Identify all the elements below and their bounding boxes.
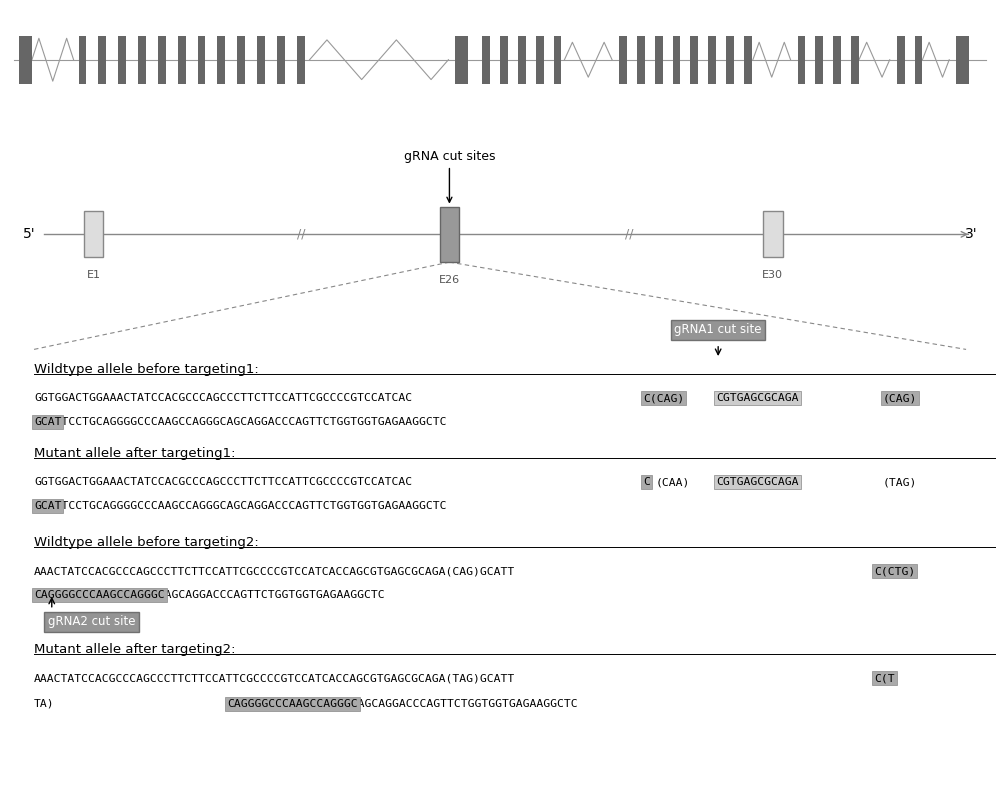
- Text: TA): TA): [34, 699, 55, 709]
- Bar: [744, 36, 752, 83]
- Bar: [158, 36, 166, 83]
- Bar: [708, 36, 716, 83]
- Bar: [897, 36, 905, 83]
- Bar: [138, 36, 146, 83]
- Bar: [815, 36, 823, 83]
- Bar: [690, 36, 698, 83]
- Text: AAACTATCCACGCCCAGCCCTTCTTCCATTCGCCCCGTCCATCACCAGCGTGAGCGCAGA(TAG)GCATT: AAACTATCCACGCCCAGCCCTTCTTCCATTCGCCCCGTCC…: [34, 673, 515, 683]
- Text: CAGGGGCCCAAGCCAGGGC: CAGGGGCCCAAGCCAGGGC: [34, 590, 165, 600]
- Text: CAGGGGCCCAAGCCAGGGC: CAGGGGCCCAAGCCAGGGC: [227, 699, 358, 709]
- Bar: [637, 36, 645, 83]
- Bar: [98, 36, 106, 83]
- Text: GCAT: GCAT: [34, 501, 61, 511]
- Text: C(CAG): C(CAG): [643, 393, 684, 403]
- Text: CGTGAGCGCAGA: CGTGAGCGCAGA: [716, 393, 799, 403]
- Bar: [482, 36, 490, 83]
- Bar: [763, 211, 783, 257]
- Text: GCATTCCTGCAGGGGCCCAAGCCAGGGCAGCAGGACCCAGTTCTGGTGGTGAGAAGGCTC: GCATTCCTGCAGGGGCCCAAGCCAGGGCAGCAGGACCCAG…: [34, 417, 446, 427]
- Bar: [851, 36, 859, 83]
- Text: (CAG): (CAG): [883, 393, 917, 403]
- Text: C(T: C(T: [874, 673, 894, 683]
- Bar: [554, 36, 561, 83]
- Text: CGTGAGCGCAGA: CGTGAGCGCAGA: [716, 477, 799, 487]
- Bar: [833, 36, 841, 83]
- Bar: [455, 36, 468, 83]
- Text: GGTGGACTGGAAACTATCCACGCCCAGCCCTTCTTCCATTCGCCCCGTCCATCAC: GGTGGACTGGAAACTATCCACGCCCAGCCCTTCTTCCATT…: [34, 477, 412, 487]
- Text: C: C: [643, 477, 650, 487]
- Text: E26: E26: [439, 275, 460, 285]
- Text: GCATTCCTGCAGGGGCCCAAGCCAGGGCAGCAGGACCCAGTTCTGGTGGTGAGAAGGCTC: GCATTCCTGCAGGGGCCCAAGCCAGGGCAGCAGGACCCAG…: [34, 501, 446, 511]
- Bar: [915, 36, 922, 83]
- Text: gRNA1 cut site: gRNA1 cut site: [674, 323, 762, 336]
- Text: C(CTG): C(CTG): [874, 566, 915, 576]
- Bar: [198, 36, 205, 83]
- Text: GGTGGACTGGAAACTATCCACGCCCAGCCCTTCTTCCATTCGCCCCGTCCATCAC: GGTGGACTGGAAACTATCCACGCCCAGCCCTTCTTCCATT…: [34, 393, 412, 403]
- Bar: [518, 36, 526, 83]
- Text: Wildtype allele before targeting1:: Wildtype allele before targeting1:: [34, 363, 259, 376]
- Text: Mutant allele after targeting2:: Mutant allele after targeting2:: [34, 643, 235, 656]
- Text: E30: E30: [762, 270, 783, 280]
- Bar: [118, 36, 126, 83]
- Text: //: //: [297, 228, 306, 241]
- Bar: [956, 36, 969, 83]
- Bar: [673, 36, 680, 83]
- Bar: [79, 36, 86, 83]
- Bar: [257, 36, 265, 83]
- Bar: [297, 36, 305, 83]
- Bar: [536, 36, 544, 83]
- Text: //: //: [625, 228, 633, 241]
- Bar: [277, 36, 285, 83]
- Text: gRNA cut sites: gRNA cut sites: [404, 150, 495, 202]
- Bar: [178, 36, 186, 83]
- Bar: [440, 207, 459, 262]
- Bar: [19, 36, 32, 83]
- Text: gRNA2 cut site: gRNA2 cut site: [48, 615, 135, 628]
- Text: GCAT: GCAT: [34, 417, 61, 427]
- Text: 5': 5': [23, 227, 35, 241]
- Text: CAGGGGCCCAAGCCAGGGCAGCAGGACCCAGTTCTGGTGGTGAGAAGGCTC: CAGGGGCCCAAGCCAGGGCAGCAGGACCCAGTTCTGGTGG…: [227, 699, 578, 709]
- Bar: [726, 36, 734, 83]
- Bar: [655, 36, 663, 83]
- Bar: [798, 36, 805, 83]
- Bar: [217, 36, 225, 83]
- Bar: [500, 36, 508, 83]
- Bar: [84, 211, 103, 257]
- Text: CAGGGGCCCAAGCCAGGGCAGCAGGACCCAGTTCTGGTGGTGAGAAGGCTC: CAGGGGCCCAAGCCAGGGCAGCAGGACCCAGTTCTGGTGG…: [34, 590, 385, 600]
- Text: Wildtype allele before targeting2:: Wildtype allele before targeting2:: [34, 536, 259, 549]
- Text: E1: E1: [86, 270, 100, 280]
- Bar: [619, 36, 627, 83]
- Text: Mutant allele after targeting1:: Mutant allele after targeting1:: [34, 447, 235, 460]
- Text: AAACTATCCACGCCCAGCCCTTCTTCCATTCGCCCCGTCCATCACCAGCGTGAGCGCAGA(CAG)GCATT: AAACTATCCACGCCCAGCCCTTCTTCCATTCGCCCCGTCC…: [34, 566, 515, 576]
- Text: (TAG): (TAG): [883, 477, 917, 487]
- Text: (CAA): (CAA): [656, 477, 690, 487]
- Bar: [237, 36, 245, 83]
- Text: 3': 3': [965, 227, 977, 241]
